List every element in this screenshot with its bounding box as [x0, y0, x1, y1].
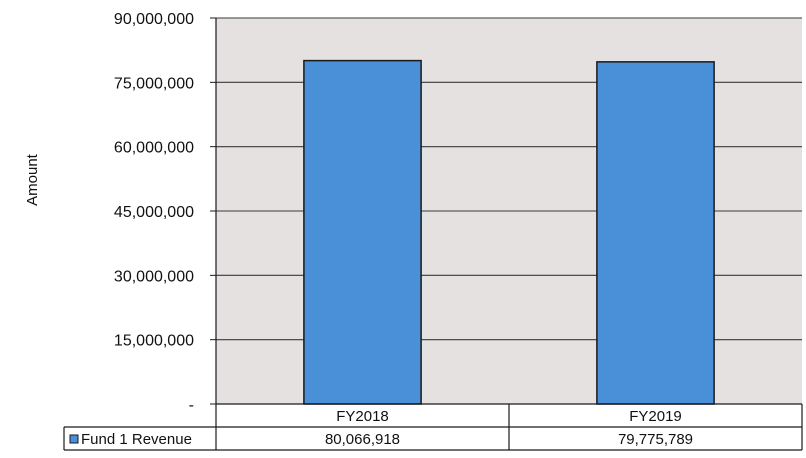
y-axis-ticks: - 15,000,000 30,000,000 45,000,000 60,000,00…: [114, 11, 216, 414]
y-tick-label: 75,000,000: [114, 75, 194, 92]
table-value-cell: 80,066,918: [325, 431, 400, 448]
x-category-label: FY2018: [336, 408, 389, 425]
data-table: FY2018 FY2019 Fund 1 Revenue 80,066,918 79,7…: [63, 403, 803, 451]
bars: [303, 59, 715, 405]
y-tick-label: 45,000,000: [114, 204, 194, 221]
y-tick-label: 30,000,000: [114, 268, 194, 285]
y-tick-label: 90,000,000: [114, 11, 194, 28]
legend-series-name: Fund 1 Revenue: [81, 431, 192, 448]
bar-fy2018: [303, 59, 422, 405]
bar-fy2019: [596, 61, 715, 405]
x-category-label: FY2019: [629, 408, 682, 425]
y-tick-label: 60,000,000: [114, 140, 194, 157]
y-tick-label: 15,000,000: [114, 333, 194, 350]
table-value-cell: 79,775,789: [618, 431, 693, 448]
y-tick-label: -: [189, 397, 194, 414]
y-axis-title: Amount: [24, 153, 41, 206]
legend-swatch: [69, 434, 79, 444]
